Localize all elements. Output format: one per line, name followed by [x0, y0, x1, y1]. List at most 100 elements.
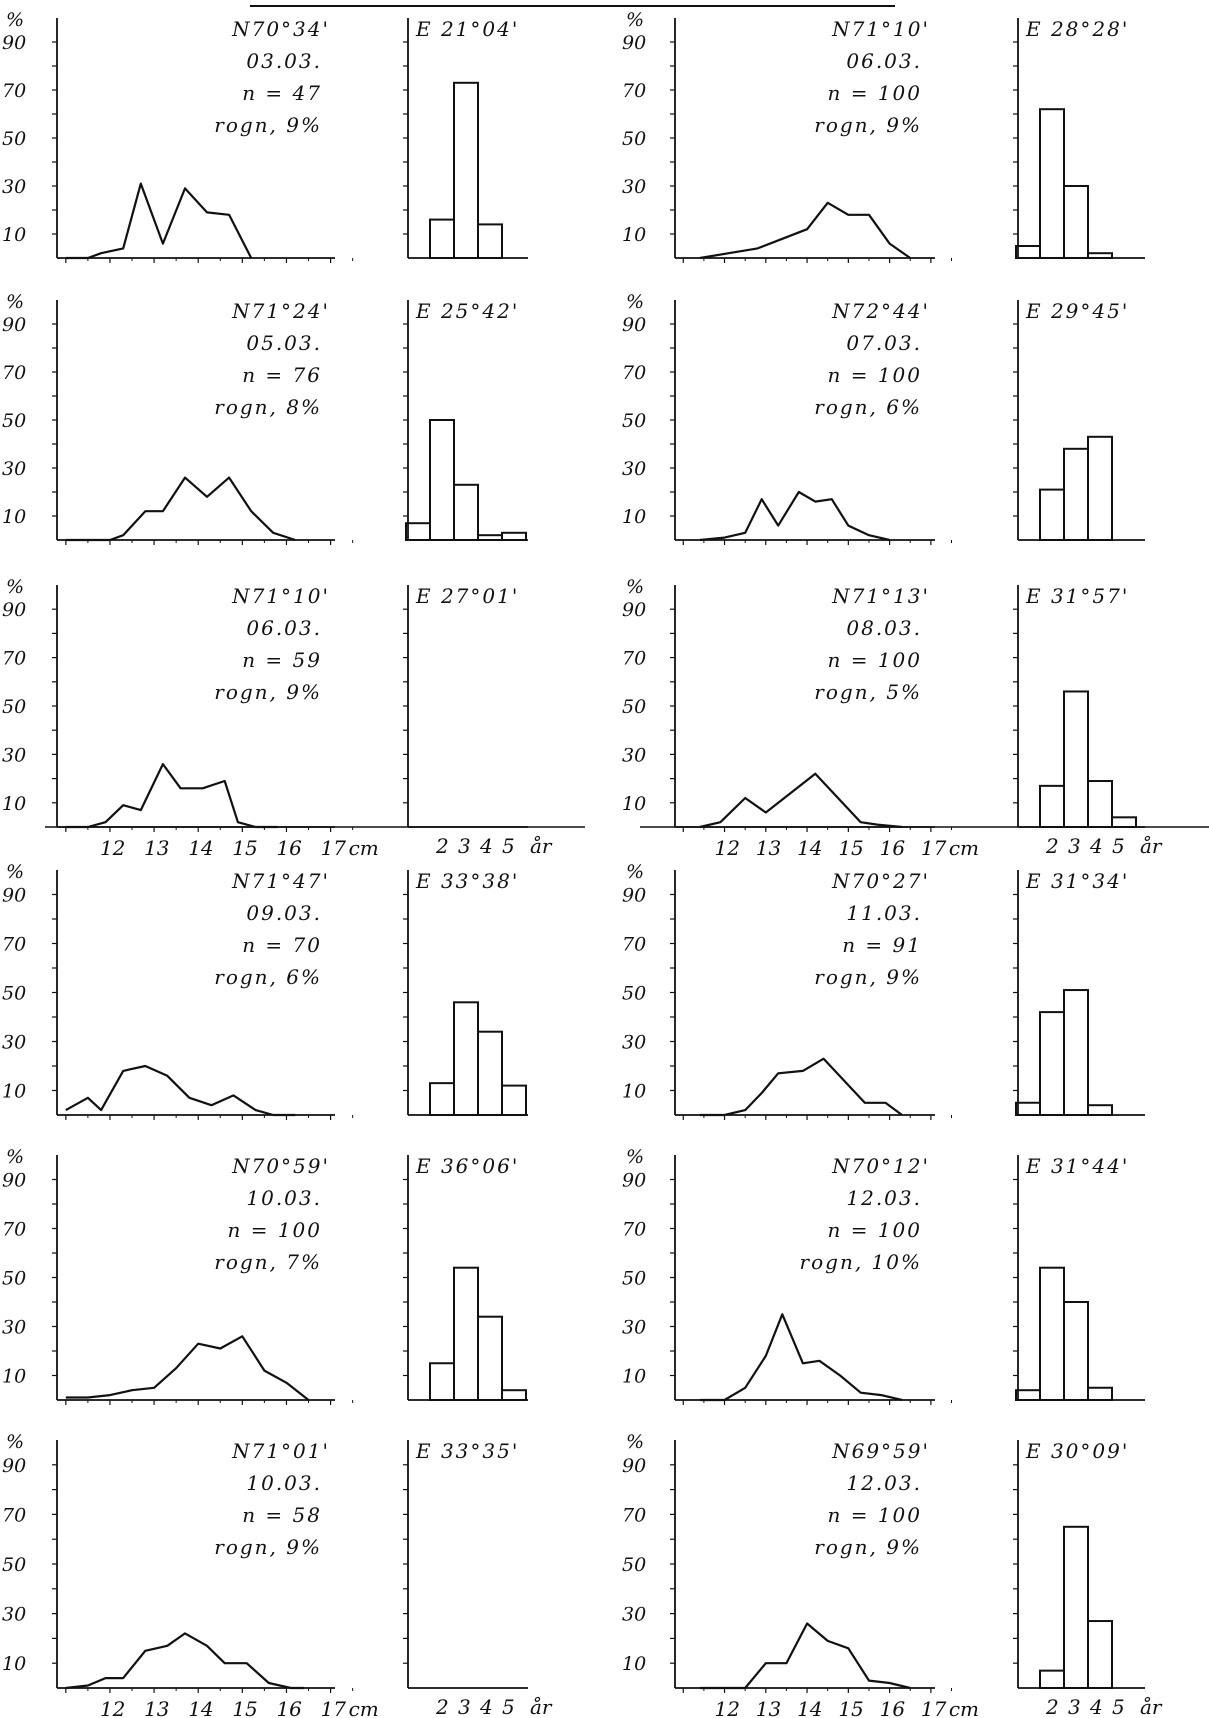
age-unit-label: år	[1140, 834, 1163, 858]
length-tick-label: 17	[321, 836, 347, 860]
y-tick-label: 90	[2, 1455, 26, 1477]
y-tick-label: 30	[2, 744, 26, 766]
sample-size-label: n = 100	[827, 1218, 922, 1242]
age-tick-label: 5	[502, 834, 515, 858]
y-unit-label: %	[6, 9, 24, 31]
y-unit-label: %	[6, 576, 24, 598]
y-tick-label: 70	[2, 648, 26, 670]
length-unit-label: cm	[349, 1697, 379, 1718]
sample-size-label: n = 76	[242, 363, 322, 387]
age-bar	[1015, 1389, 1041, 1401]
age-tick-label: 5	[502, 1695, 515, 1718]
age-bar	[1087, 252, 1113, 259]
y-tick-label: 90	[2, 885, 26, 907]
panel-8: %90 70 50 30 10 N70°27' 11.03. n = 91 rogn, 9% E …	[622, 861, 1145, 1120]
y-tick-label: 50	[622, 983, 646, 1005]
y-tick-label: 50	[622, 128, 646, 150]
age-bar	[1063, 185, 1089, 259]
length-tick-label: 16	[880, 836, 906, 860]
panel-2: %90 70 50 30 10 N71°10' 06.03. n = 100 rogn, 9% E…	[622, 9, 1145, 263]
y-tick-label: 70	[622, 80, 646, 102]
panel-6: %90 70 50 30 10 N71°13' 08.03. n = 100 rogn, 5% E…	[622, 576, 1145, 832]
age-tick-label: 4	[1089, 1695, 1103, 1718]
sample-size-label: n = 100	[827, 648, 922, 672]
y-unit-label: %	[626, 1431, 644, 1453]
age-unit-label: år	[530, 1695, 553, 1718]
age-tick-label: 2	[1045, 1695, 1059, 1718]
y-tick-label: 50	[622, 410, 646, 432]
y-tick-label: 70	[2, 934, 26, 956]
date-label: 08.03.	[846, 616, 922, 640]
length-tick-label: 12	[100, 836, 125, 860]
length-distribution-line	[65, 762, 278, 829]
length-tick-label: 12	[715, 836, 740, 860]
age-bar	[477, 1315, 503, 1401]
longitude-label: E 36°06'	[415, 1154, 519, 1178]
y-tick-label: 50	[2, 128, 26, 150]
length-unit-label: cm	[949, 1697, 979, 1718]
age-bar	[405, 522, 431, 542]
latitude-label: N71°24'	[231, 299, 330, 323]
y-tick-label: 10	[2, 1081, 26, 1103]
y-tick-label: 90	[2, 32, 26, 54]
y-unit-label: %	[626, 861, 644, 883]
y-tick-label: 10	[2, 793, 26, 815]
y-tick-label: 30	[622, 744, 646, 766]
length-tick-label: 13	[756, 1697, 781, 1718]
date-label: 10.03.	[246, 1471, 322, 1495]
panel-3: %90 70 50 30 10 N71°24' 05.03. n = 76 rogn, 8% E …	[2, 291, 528, 545]
y-tick-label: 90	[622, 599, 646, 621]
longitude-label: E 21°04'	[415, 17, 519, 41]
y-tick-label: 10	[622, 793, 646, 815]
y-tick-label: 30	[2, 458, 26, 480]
age-bar	[1111, 816, 1137, 829]
age-bar	[1015, 245, 1041, 259]
date-label: 06.03.	[846, 49, 922, 73]
date-label: 11.03.	[846, 901, 922, 925]
y-tick-label: 90	[2, 314, 26, 336]
y-tick-label: 30	[622, 176, 646, 198]
y-tick-label: 30	[2, 176, 26, 198]
latitude-label: N70°27'	[831, 869, 930, 893]
date-label: 12.03.	[846, 1186, 922, 1210]
y-tick-label: 10	[2, 1366, 26, 1388]
age-tick-label: 5	[1112, 1695, 1125, 1718]
age-unit-label: år	[530, 834, 553, 858]
roe-label: rogn, 6%	[214, 965, 322, 989]
length-tick-label: 14	[797, 836, 822, 860]
y-tick-label: 10	[2, 224, 26, 246]
roe-label: rogn, 9%	[814, 965, 922, 989]
y-tick-label: 70	[2, 1219, 26, 1241]
length-tick-label: 14	[188, 836, 213, 860]
y-unit-label: %	[626, 291, 644, 313]
panel-12: %90 70 50 30 10 N69°59' 12.03. n = 100 rogn, 9% E…	[622, 1431, 1145, 1693]
age-bar	[501, 1389, 527, 1401]
age-tick-label: 3	[458, 834, 471, 858]
longitude-label: E 33°35'	[415, 1439, 519, 1463]
length-distribution-line	[699, 490, 890, 542]
age-bar	[1039, 1669, 1065, 1690]
latitude-label: N71°10'	[831, 17, 930, 41]
length-tick-label: 17	[321, 1697, 347, 1718]
age-bar	[1063, 1525, 1089, 1690]
length-distribution-line	[699, 772, 903, 829]
y-tick-label: 30	[622, 1604, 646, 1626]
y-tick-label: 50	[622, 1268, 646, 1290]
date-label: 05.03.	[246, 331, 322, 355]
y-tick-label: 90	[622, 1170, 646, 1192]
age-bar	[1039, 1266, 1065, 1401]
y-tick-label: 30	[2, 1604, 26, 1626]
length-distribution-line	[65, 1632, 305, 1690]
y-tick-label: 50	[2, 983, 26, 1005]
length-distribution-line	[699, 1057, 903, 1117]
y-tick-label: 30	[622, 1032, 646, 1054]
y-tick-label: 70	[622, 1504, 646, 1526]
length-tick-label: 14	[797, 1697, 822, 1718]
roe-label: rogn, 9%	[814, 113, 922, 137]
y-tick-label: 50	[622, 1554, 646, 1576]
latitude-label: N70°12'	[831, 1154, 930, 1178]
y-tick-label: 30	[2, 1032, 26, 1054]
y-tick-label: 50	[2, 410, 26, 432]
y-tick-label: 90	[2, 599, 26, 621]
